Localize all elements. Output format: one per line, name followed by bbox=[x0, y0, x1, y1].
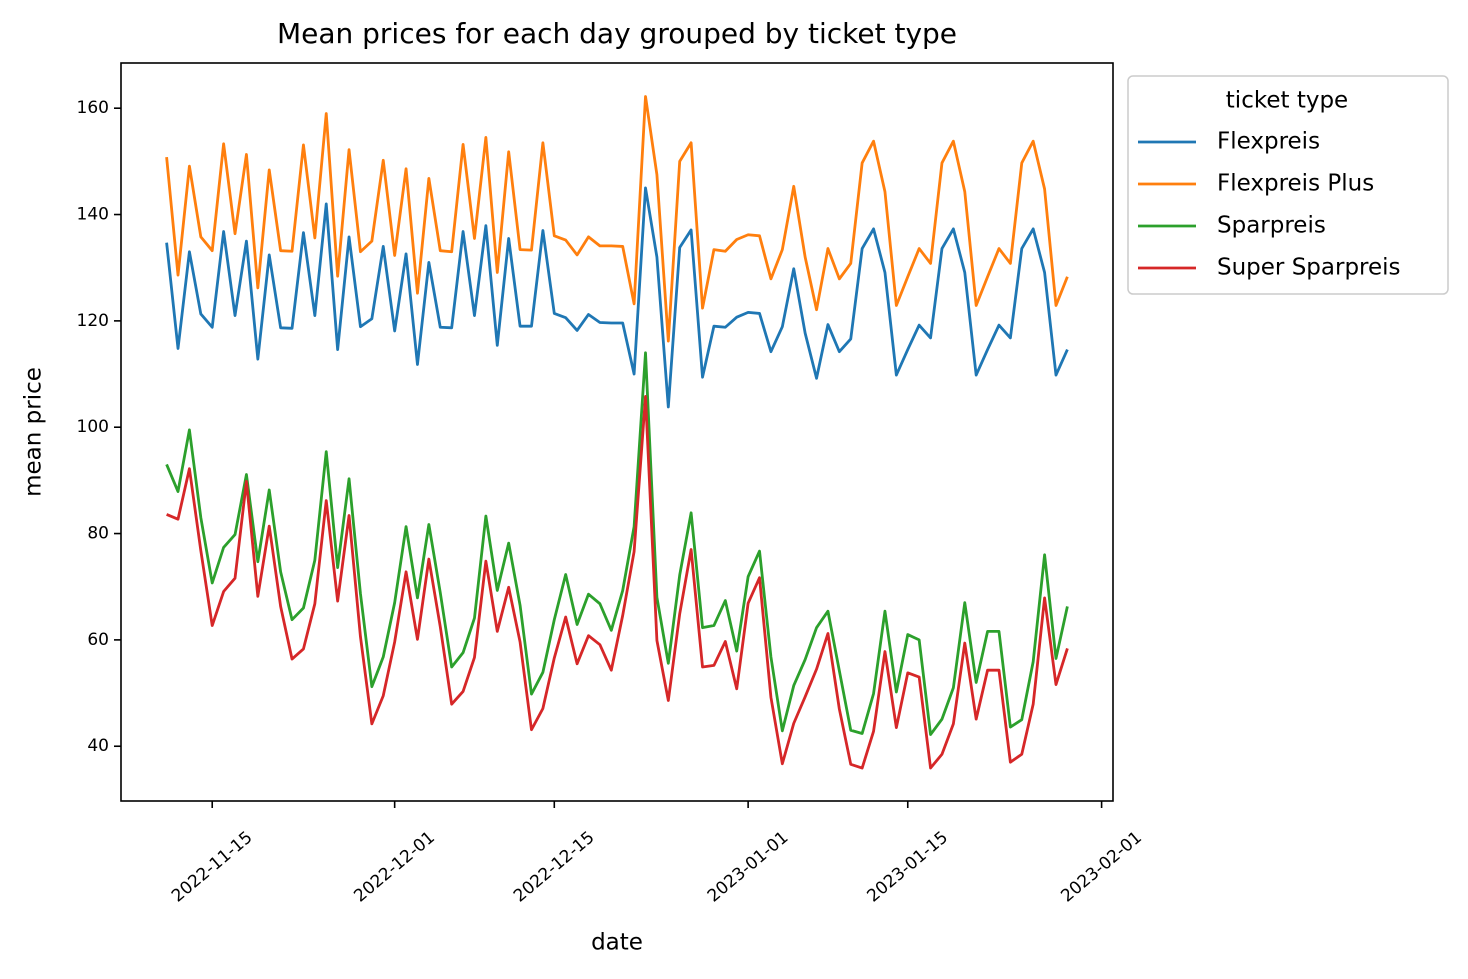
x-tick-label: 2023-01-01 bbox=[704, 828, 793, 907]
x-axis-label: date bbox=[591, 930, 643, 956]
legend: ticket type Flexpreis Flexpreis Plus Sparp… bbox=[1127, 75, 1449, 295]
x-tick-label: 2022-12-01 bbox=[350, 828, 439, 907]
legend-label: Sparpreis bbox=[1217, 213, 1326, 239]
y-tick-label: 60 bbox=[87, 630, 109, 650]
legend-label: Flexpreis Plus bbox=[1217, 171, 1374, 197]
y-axis-label: mean price bbox=[21, 367, 47, 497]
series-line bbox=[165, 351, 1069, 736]
plot-area bbox=[165, 95, 1069, 770]
x-tick-label: 2023-02-01 bbox=[1057, 828, 1146, 907]
y-tick-label: 80 bbox=[87, 524, 109, 544]
axes-frame bbox=[120, 62, 1114, 802]
y-tick-label: 120 bbox=[77, 311, 109, 331]
legend-box bbox=[1127, 75, 1449, 295]
legend-label: Flexpreis bbox=[1217, 129, 1320, 155]
series-line bbox=[165, 95, 1069, 343]
series-line bbox=[165, 186, 1069, 409]
series-line bbox=[166, 394, 1069, 770]
y-tick-label: 140 bbox=[77, 205, 109, 225]
legend-label: Super Sparpreis bbox=[1217, 255, 1401, 281]
chart-title: Mean prices for each day grouped by tick… bbox=[277, 17, 957, 50]
x-tick-label: 2022-11-15 bbox=[168, 828, 257, 907]
legend-title: ticket type bbox=[1226, 88, 1348, 114]
y-tick-label: 160 bbox=[77, 98, 109, 118]
x-tick-label: 2022-12-15 bbox=[510, 828, 599, 907]
y-tick-label: 40 bbox=[87, 736, 109, 756]
x-tick-label: 2023-01-15 bbox=[863, 828, 952, 907]
y-tick-label: 100 bbox=[77, 417, 109, 437]
